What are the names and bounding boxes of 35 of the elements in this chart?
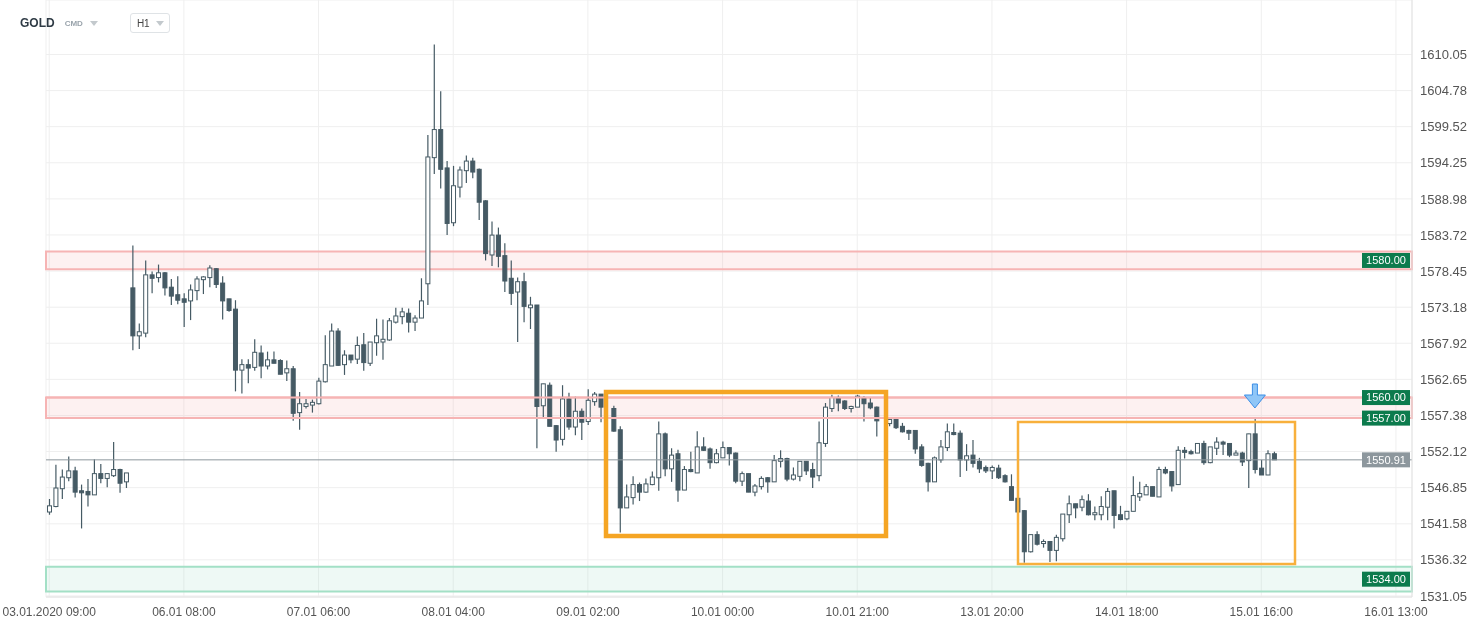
y-tick-label: 1552.12 bbox=[1420, 444, 1467, 460]
y-tick-label: 1562.65 bbox=[1420, 371, 1467, 387]
y-tick-label: 1567.92 bbox=[1420, 335, 1467, 351]
y-tick-label: 1578.45 bbox=[1420, 263, 1467, 279]
y-tick-label: 1604.78 bbox=[1420, 83, 1467, 99]
band-label: 1534.00 bbox=[1366, 573, 1406, 586]
y-tick-label: 1546.85 bbox=[1420, 480, 1467, 496]
y-tick-label: 1536.32 bbox=[1420, 552, 1467, 568]
annotation: H1 bbox=[136, 17, 150, 29]
x-tick-label: 07.01 06:00 bbox=[286, 604, 351, 619]
y-tick-label: 1557.38 bbox=[1420, 408, 1467, 424]
x-tick-label: 10.01 00:00 bbox=[690, 604, 755, 619]
x-tick-label: 06.01 08:00 bbox=[152, 604, 216, 619]
x-tick-label: 10.01 21:00 bbox=[825, 604, 890, 619]
y-tick-label: 1541.58 bbox=[1420, 516, 1467, 532]
x-tick-label: 15.01 16:00 bbox=[1229, 604, 1294, 619]
x-tick-label: 13.01 20:00 bbox=[960, 604, 1024, 619]
y-tick-label: 1610.05 bbox=[1420, 47, 1467, 63]
band-label: 1580.00 bbox=[1366, 254, 1406, 267]
y-tick-label: 1599.52 bbox=[1420, 119, 1467, 135]
x-tick-label: 14.01 18:00 bbox=[1094, 604, 1159, 619]
text: GOLD bbox=[20, 16, 55, 30]
y-tick-label: 1583.72 bbox=[1420, 227, 1467, 243]
ref-line-label: 1550.91 bbox=[1366, 453, 1406, 466]
x-tick-label: 03.01.2020 09:00 bbox=[2, 604, 97, 619]
y-tick-label: 1588.98 bbox=[1420, 191, 1467, 207]
ref-line-label: 1557.00 bbox=[1366, 411, 1406, 424]
x-tick-label: 16.01 13:00 bbox=[1364, 604, 1428, 619]
text: CMD bbox=[64, 18, 83, 28]
x-tick-label: 09.01 02:00 bbox=[556, 604, 620, 619]
y-tick-label: 1573.18 bbox=[1420, 299, 1467, 315]
ref-line-label: 1560.00 bbox=[1366, 391, 1406, 404]
y-tick-label: 1531.05 bbox=[1420, 588, 1467, 604]
x-tick-label: 08.01 04:00 bbox=[421, 604, 486, 619]
y-tick-label: 1594.25 bbox=[1420, 155, 1467, 171]
